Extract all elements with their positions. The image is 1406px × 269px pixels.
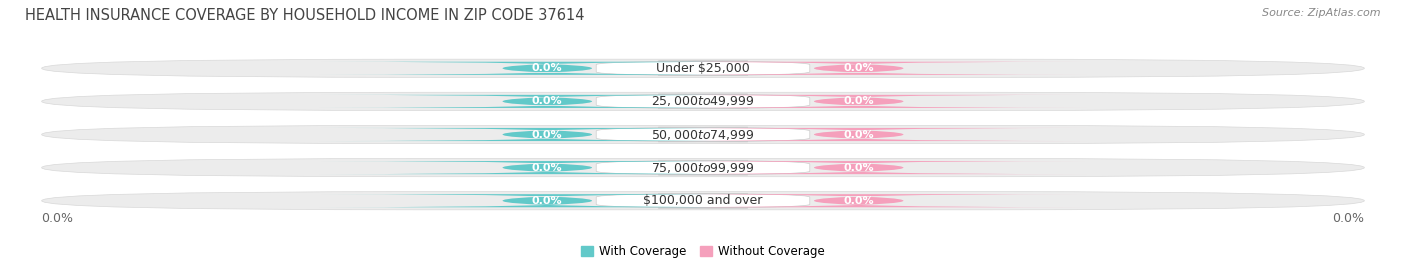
FancyBboxPatch shape [596, 127, 810, 142]
FancyBboxPatch shape [42, 92, 1364, 111]
Text: $100,000 and over: $100,000 and over [644, 194, 762, 207]
FancyBboxPatch shape [631, 161, 1087, 174]
FancyBboxPatch shape [42, 125, 1364, 144]
FancyBboxPatch shape [319, 161, 775, 174]
Text: $75,000 to $99,999: $75,000 to $99,999 [651, 161, 755, 175]
Text: 0.0%: 0.0% [531, 162, 562, 173]
Text: 0.0%: 0.0% [844, 162, 875, 173]
Text: 0.0%: 0.0% [531, 63, 562, 73]
FancyBboxPatch shape [631, 95, 1087, 108]
Text: HEALTH INSURANCE COVERAGE BY HOUSEHOLD INCOME IN ZIP CODE 37614: HEALTH INSURANCE COVERAGE BY HOUSEHOLD I… [25, 8, 585, 23]
Text: $50,000 to $74,999: $50,000 to $74,999 [651, 128, 755, 141]
Text: Source: ZipAtlas.com: Source: ZipAtlas.com [1263, 8, 1381, 18]
FancyBboxPatch shape [319, 62, 775, 75]
FancyBboxPatch shape [596, 61, 810, 76]
Legend: With Coverage, Without Coverage: With Coverage, Without Coverage [576, 240, 830, 263]
FancyBboxPatch shape [631, 128, 1087, 141]
FancyBboxPatch shape [42, 158, 1364, 177]
Text: 0.0%: 0.0% [844, 63, 875, 73]
FancyBboxPatch shape [319, 194, 775, 207]
FancyBboxPatch shape [631, 62, 1087, 75]
Text: 0.0%: 0.0% [531, 129, 562, 140]
FancyBboxPatch shape [319, 128, 775, 141]
FancyBboxPatch shape [596, 193, 810, 208]
FancyBboxPatch shape [319, 95, 775, 108]
FancyBboxPatch shape [596, 160, 810, 175]
Text: 0.0%: 0.0% [844, 129, 875, 140]
Text: Under $25,000: Under $25,000 [657, 62, 749, 75]
Text: 0.0%: 0.0% [844, 196, 875, 206]
Text: 0.0%: 0.0% [531, 196, 562, 206]
Text: 0.0%: 0.0% [1333, 213, 1364, 225]
FancyBboxPatch shape [42, 59, 1364, 77]
Text: $25,000 to $49,999: $25,000 to $49,999 [651, 94, 755, 108]
FancyBboxPatch shape [42, 192, 1364, 210]
FancyBboxPatch shape [631, 194, 1087, 207]
Text: 0.0%: 0.0% [42, 213, 73, 225]
Text: 0.0%: 0.0% [531, 96, 562, 107]
Text: 0.0%: 0.0% [844, 96, 875, 107]
FancyBboxPatch shape [596, 94, 810, 109]
